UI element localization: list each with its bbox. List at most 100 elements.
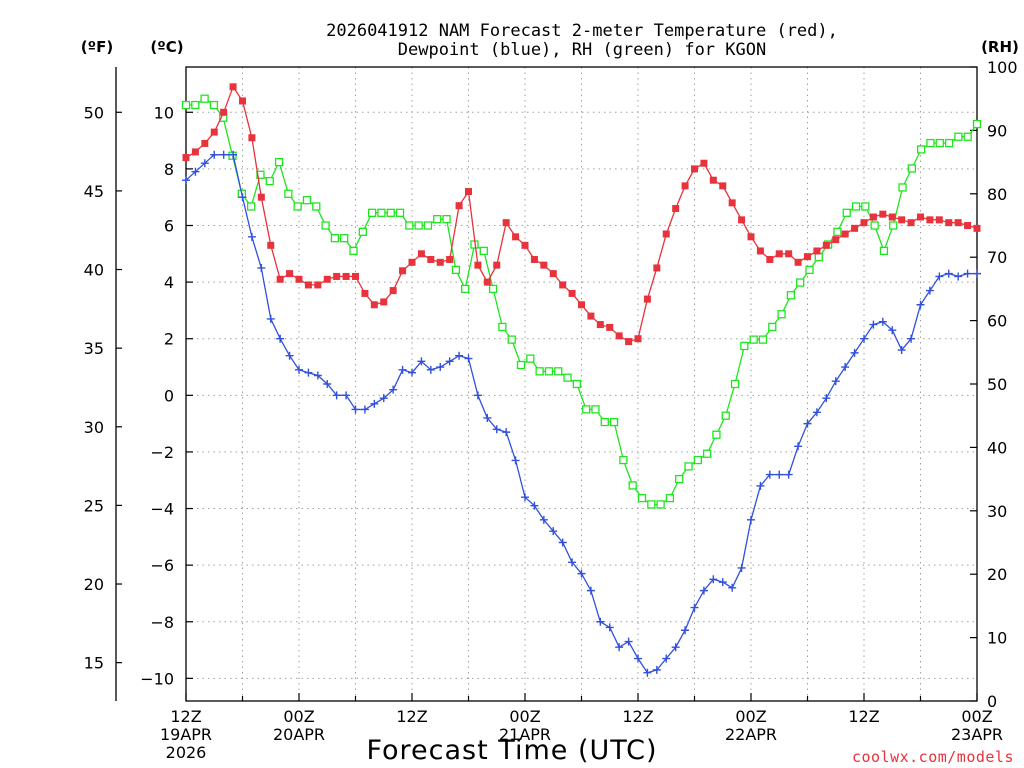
temperature-point	[728, 199, 736, 207]
celsius-tick-label: −8	[150, 613, 174, 632]
dewpoint-point	[860, 334, 868, 343]
rh-point	[442, 215, 451, 224]
rh-point	[749, 335, 758, 344]
rh-point	[693, 455, 702, 465]
temperature-point	[370, 301, 378, 309]
dewpoint-point	[671, 643, 680, 652]
temperature-point	[493, 261, 501, 269]
dewpoint-point	[323, 380, 332, 388]
temperature-point	[304, 281, 312, 289]
temperature-point	[182, 154, 190, 162]
rh-point	[395, 208, 405, 217]
dewpoint-point	[408, 368, 416, 377]
rh-point	[488, 284, 498, 294]
dewpoint-point	[417, 357, 426, 366]
time-tick-label: 12Z	[848, 707, 879, 726]
temperature-point	[229, 83, 237, 91]
rh-point	[507, 335, 516, 344]
rh-point	[851, 202, 861, 211]
rh-series	[181, 94, 982, 509]
temperature-point	[474, 261, 482, 269]
temperature-point	[446, 255, 454, 263]
dewpoint-point	[398, 365, 407, 374]
rh-point	[377, 208, 386, 217]
dewpoint-point	[182, 176, 190, 185]
time-tick-label: 00Z	[735, 707, 766, 726]
temperature-point	[813, 247, 821, 255]
temperature-point	[276, 275, 284, 283]
temperature-point	[681, 182, 689, 190]
dewpoint-point	[492, 425, 501, 434]
temperature-point	[436, 258, 444, 266]
rh-point	[665, 493, 675, 503]
temperature-point	[314, 281, 322, 289]
temperature-point	[530, 255, 538, 263]
dewpoint-point	[652, 665, 661, 674]
dewpoint-point	[709, 575, 718, 584]
rh-point	[702, 449, 712, 458]
temperature-point	[926, 216, 934, 224]
rh-point	[842, 208, 851, 217]
rh-point	[889, 221, 898, 230]
temperature-point	[973, 224, 981, 232]
rh-point	[944, 138, 954, 148]
fahrenheit-tick-label: 50	[84, 103, 104, 122]
temperature-point	[747, 233, 755, 241]
temperature-point	[333, 272, 341, 280]
dewpoint-point	[624, 637, 633, 646]
dewpoint-point	[247, 232, 256, 241]
temperature-point	[361, 289, 369, 297]
dewpoint-point	[558, 538, 567, 547]
dewpoint-point	[360, 405, 369, 414]
temperature-point	[841, 230, 849, 238]
rh-tick-label: 10	[987, 629, 1007, 648]
temperature-point	[549, 270, 557, 278]
dewpoint-point	[699, 586, 708, 595]
dewpoint-point	[916, 300, 925, 309]
rh-point	[796, 278, 805, 287]
rh-point	[926, 138, 935, 148]
dewpoint-point	[191, 167, 200, 176]
rh-point	[414, 221, 423, 230]
temperature-point	[380, 298, 388, 306]
dewpoint-point	[907, 334, 916, 343]
dewpoint-point	[803, 419, 812, 428]
rh-point	[898, 183, 907, 192]
temperature-point	[286, 270, 294, 278]
rh-tick-label: 0	[987, 692, 997, 711]
temperature-point	[239, 97, 246, 105]
rh-point	[954, 132, 963, 141]
dewpoint-point	[276, 334, 285, 343]
temperature-point	[738, 216, 746, 224]
time-tick-label: 19APR	[160, 725, 212, 744]
rh-point	[637, 493, 647, 503]
temperature-point	[220, 108, 228, 116]
dewpoint-point	[464, 354, 473, 363]
dewpoint-point	[831, 377, 840, 386]
temperature-point	[879, 210, 887, 218]
dewpoint-point	[313, 371, 322, 380]
temperature-point	[907, 219, 915, 227]
rh-point	[963, 132, 972, 141]
temperature-point	[483, 278, 491, 286]
dewpoint-point	[634, 654, 642, 663]
rh-point	[805, 265, 814, 275]
rh-point	[256, 170, 265, 179]
rh-point	[451, 265, 461, 275]
temperature-point	[342, 272, 350, 280]
temperature-point	[540, 261, 548, 269]
dewpoint-point	[229, 150, 238, 159]
temperature-point	[954, 219, 962, 227]
celsius-tick-label: 0	[164, 386, 174, 405]
dewpoint-point	[756, 481, 765, 490]
temperature-point	[427, 255, 435, 263]
temperature-series	[182, 83, 981, 346]
celsius-tick-label: −2	[150, 443, 174, 462]
rh-point	[516, 360, 526, 370]
rh-unit-label: (RH)	[981, 38, 1019, 56]
rh-point	[879, 246, 889, 256]
temperature-point	[191, 148, 199, 156]
temperature-point	[804, 253, 811, 261]
rh-point	[786, 291, 796, 300]
